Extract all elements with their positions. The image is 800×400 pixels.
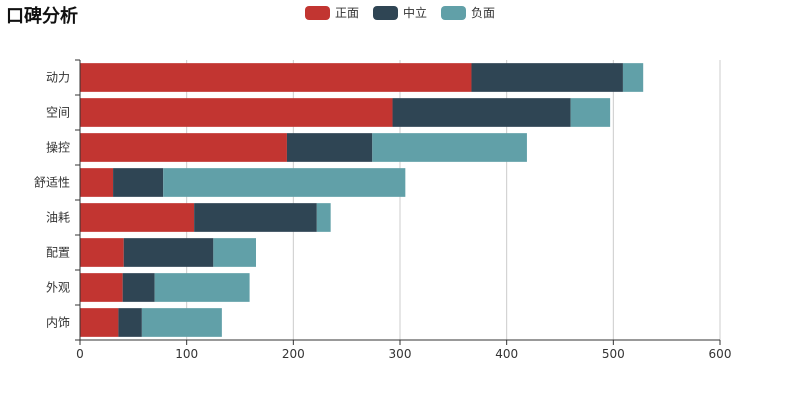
bar-操控-中立 [286,133,373,162]
legend-item-negative[interactable]: 负面 [441,4,495,21]
bar-舒适性-中立 [113,168,164,197]
chart-title: 口碑分析 [6,6,78,27]
x-tick-label-200: 200 [282,347,305,361]
legend-item-neutral[interactable]: 中立 [372,4,427,21]
bar-配置-正面 [80,238,124,267]
legend-item-positive[interactable]: 正面 [304,4,359,21]
y-tick-label-内饰: 内饰 [46,316,70,330]
bar-配置-中立 [123,238,214,267]
bar-操控-负面 [372,133,527,162]
y-tick-label-外观: 外观 [46,281,70,295]
y-tick-label-油耗: 油耗 [46,211,70,225]
bar-外观-中立 [122,273,155,302]
bar-内饰-正面 [80,308,119,337]
legend-label-neutral: 中立 [402,6,427,20]
x-tick-label-400: 400 [495,347,518,361]
y-tick-label-空间: 空间 [46,106,70,120]
bar-油耗-负面 [316,203,331,232]
legend-label-positive: 正面 [334,6,359,20]
bar-内饰-负面 [141,308,222,337]
x-tick-label-0: 0 [76,347,84,361]
bar-空间-中立 [392,98,571,127]
y-tick-label-动力: 动力 [46,71,70,85]
legend-swatch-neutral [372,5,398,20]
bar-舒适性-负面 [163,168,406,197]
bar-油耗-正面 [80,203,195,232]
x-tick-label-600: 600 [709,347,732,361]
y-tick-label-舒适性: 舒适性 [34,176,70,190]
bar-内饰-中立 [118,308,142,337]
x-tick-label-100: 100 [175,347,198,361]
bar-空间-正面 [80,98,393,127]
legend: 正面 中立 负面 [0,4,800,21]
bar-动力-负面 [622,63,644,92]
bar-外观-正面 [80,273,123,302]
y-tick-label-配置: 配置 [46,246,70,260]
x-tick-label-500: 500 [602,347,625,361]
y-tick-label-操控: 操控 [46,140,70,155]
legend-swatch-positive [304,5,330,20]
bar-配置-负面 [213,238,256,267]
bar-油耗-中立 [194,203,317,232]
bar-外观-负面 [154,273,250,302]
bar-操控-正面 [80,133,287,162]
bar-空间-负面 [570,98,611,127]
bar-动力-正面 [80,63,472,92]
bar-舒适性-正面 [80,168,114,197]
legend-swatch-negative [441,5,466,20]
x-tick-label-300: 300 [389,347,412,361]
bar-动力-中立 [471,63,623,92]
legend-label-negative: 负面 [471,6,496,20]
